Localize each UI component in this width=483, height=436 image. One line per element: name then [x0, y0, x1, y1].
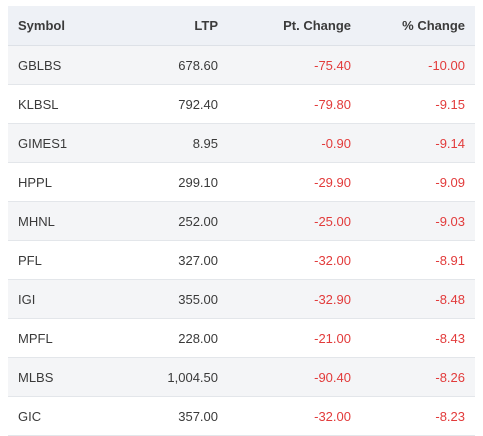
table-header: Symbol LTP Pt. Change % Change: [8, 6, 475, 46]
cell-pt-change: -75.40: [228, 45, 361, 85]
table-row[interactable]: GIC 357.00 -32.00 -8.23: [8, 396, 475, 436]
cell-ltp: 8.95: [128, 123, 228, 163]
cell-pt-change: -90.40: [228, 357, 361, 397]
cell-ltp: 678.60: [128, 45, 228, 85]
cell-pt-change: -32.90: [228, 279, 361, 319]
cell-symbol[interactable]: KLBSL: [8, 84, 128, 124]
table-body: GBLBS 678.60 -75.40 -10.00 KLBSL 792.40 -79.80…: [8, 45, 475, 436]
cell-pct-change: -8.23: [361, 396, 475, 436]
cell-pct-change: -8.91: [361, 240, 475, 280]
table-row[interactable]: MLBS 1,004.50 -90.40 -8.26: [8, 357, 475, 397]
table-row[interactable]: MPFL 228.00 -21.00 -8.43: [8, 318, 475, 358]
column-header-ltp[interactable]: LTP: [128, 6, 228, 46]
cell-pt-change: -29.90: [228, 162, 361, 202]
table-row[interactable]: GIMES1 8.95 -0.90 -9.14: [8, 123, 475, 163]
cell-ltp: 357.00: [128, 396, 228, 436]
table-row[interactable]: IGI 355.00 -32.90 -8.48: [8, 279, 475, 319]
cell-ltp: 355.00: [128, 279, 228, 319]
table-row[interactable]: PFL 327.00 -32.00 -8.91: [8, 240, 475, 280]
cell-pct-change: -8.26: [361, 357, 475, 397]
cell-pt-change: -0.90: [228, 123, 361, 163]
column-header-symbol[interactable]: Symbol: [8, 6, 128, 46]
cell-ltp: 792.40: [128, 84, 228, 124]
cell-pct-change: -9.15: [361, 84, 475, 124]
column-header-pt-change[interactable]: Pt. Change: [228, 6, 361, 46]
cell-ltp: 327.00: [128, 240, 228, 280]
cell-pt-change: -21.00: [228, 318, 361, 358]
cell-pt-change: -25.00: [228, 201, 361, 241]
cell-ltp: 228.00: [128, 318, 228, 358]
cell-ltp: 252.00: [128, 201, 228, 241]
cell-symbol[interactable]: PFL: [8, 240, 128, 280]
cell-symbol[interactable]: GIMES1: [8, 123, 128, 163]
cell-pct-change: -9.14: [361, 123, 475, 163]
cell-pt-change: -79.80: [228, 84, 361, 124]
table-row[interactable]: GBLBS 678.60 -75.40 -10.00: [8, 45, 475, 85]
table-row[interactable]: MHNL 252.00 -25.00 -9.03: [8, 201, 475, 241]
cell-symbol[interactable]: GIC: [8, 396, 128, 436]
cell-pct-change: -9.03: [361, 201, 475, 241]
cell-symbol[interactable]: IGI: [8, 279, 128, 319]
cell-pt-change: -32.00: [228, 396, 361, 436]
cell-pct-change: -8.43: [361, 318, 475, 358]
header-row: Symbol LTP Pt. Change % Change: [8, 6, 475, 46]
cell-symbol[interactable]: MPFL: [8, 318, 128, 358]
cell-ltp: 1,004.50: [128, 357, 228, 397]
top-losers-table-container: Symbol LTP Pt. Change % Change GBLBS 678.…: [8, 6, 475, 436]
cell-symbol[interactable]: MHNL: [8, 201, 128, 241]
table-row[interactable]: HPPL 299.10 -29.90 -9.09: [8, 162, 475, 202]
stock-table: Symbol LTP Pt. Change % Change GBLBS 678.…: [8, 6, 475, 436]
cell-pt-change: -32.00: [228, 240, 361, 280]
cell-symbol[interactable]: HPPL: [8, 162, 128, 202]
cell-ltp: 299.10: [128, 162, 228, 202]
table-row[interactable]: KLBSL 792.40 -79.80 -9.15: [8, 84, 475, 124]
cell-pct-change: -10.00: [361, 45, 475, 85]
cell-symbol[interactable]: MLBS: [8, 357, 128, 397]
cell-pct-change: -8.48: [361, 279, 475, 319]
column-header-pct-change[interactable]: % Change: [361, 6, 475, 46]
cell-symbol[interactable]: GBLBS: [8, 45, 128, 85]
cell-pct-change: -9.09: [361, 162, 475, 202]
